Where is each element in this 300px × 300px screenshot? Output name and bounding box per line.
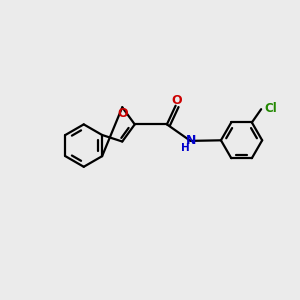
Text: Cl: Cl bbox=[265, 101, 278, 115]
Text: O: O bbox=[171, 94, 181, 107]
Text: N: N bbox=[186, 134, 196, 146]
Text: H: H bbox=[181, 143, 190, 153]
Text: O: O bbox=[117, 107, 128, 120]
